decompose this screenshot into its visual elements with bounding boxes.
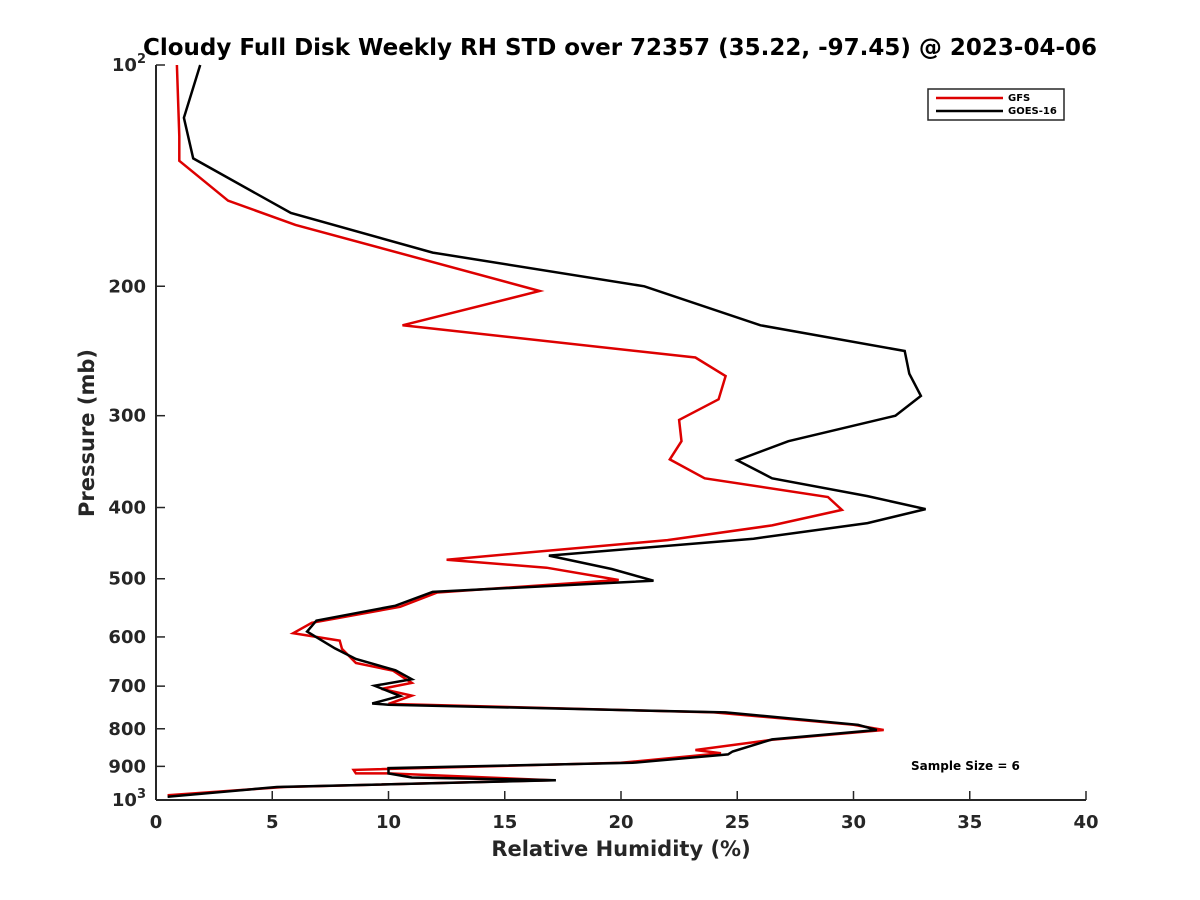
chart-title: Cloudy Full Disk Weekly RH STD over 7235… — [143, 35, 1097, 61]
x-tick-label: 0 — [150, 812, 163, 833]
series-layer — [167, 64, 926, 799]
sample-size-annotation: Sample Size = 6 — [911, 759, 1020, 773]
y-tick-label: 200 — [108, 276, 146, 297]
x-tick-label: 30 — [841, 812, 866, 833]
x-tick-label: 25 — [725, 812, 750, 833]
y-axis-label: Pressure (mb) — [75, 349, 99, 517]
x-axis-ticks: 0 5 10 15 20 25 30 35 40 — [150, 791, 1099, 833]
legend-label-gfs: GFS — [1008, 93, 1030, 104]
x-tick-label: 10 — [376, 812, 401, 833]
y-tick-label: 700 — [108, 676, 146, 697]
y-axis-ticks: 102 200 300 400 500 600 700 800 900 103 — [108, 52, 165, 811]
x-tick-label: 40 — [1073, 812, 1098, 833]
legend-label-goes-16: GOES-16 — [1008, 106, 1057, 117]
y-tick-label: 102 — [112, 52, 146, 76]
series-line-goes-16 — [167, 64, 926, 799]
y-tick-label: 800 — [108, 719, 146, 740]
x-tick-label: 20 — [608, 812, 633, 833]
y-tick-label: 600 — [108, 627, 146, 648]
x-tick-label: 15 — [492, 812, 517, 833]
y-tick-label: 500 — [108, 569, 146, 590]
y-tick-label: 103 — [112, 787, 146, 811]
x-axis-label: Relative Humidity (%) — [491, 837, 750, 861]
y-tick-label: 400 — [108, 498, 146, 519]
x-tick-label: 35 — [957, 812, 982, 833]
legend: GFS GOES-16 — [927, 88, 1065, 121]
x-tick-label: 5 — [266, 812, 279, 833]
series-line-gfs — [167, 64, 884, 797]
y-tick-label: 300 — [108, 406, 146, 427]
legend-box — [927, 88, 1065, 121]
y-tick-label: 900 — [108, 756, 146, 777]
plot-area: 0 5 10 15 20 25 30 35 40 102 200 300 400 500 600 700 80… — [108, 52, 1098, 833]
